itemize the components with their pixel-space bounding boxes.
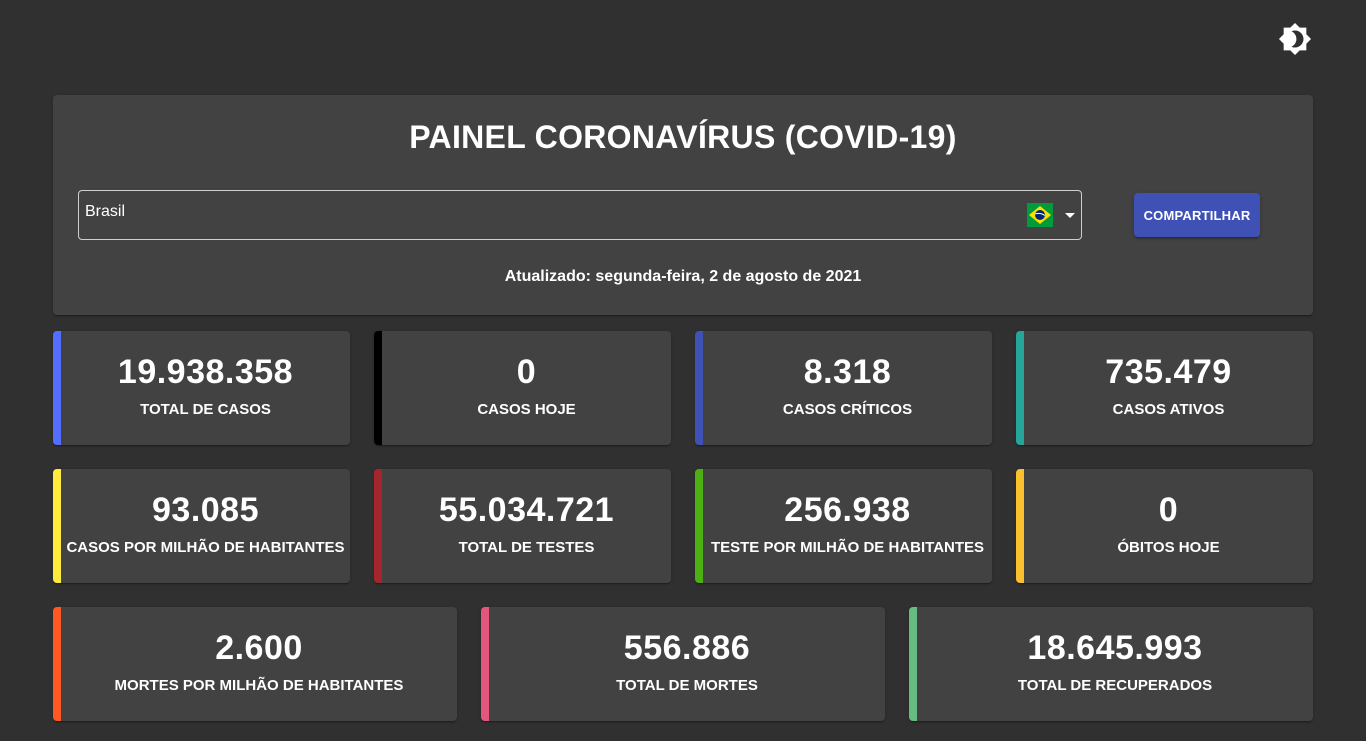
stat-value: 0 — [1158, 491, 1179, 529]
stat-card-deaths-per-million: 2.600 MORTES POR MILHÃO DE HABITANTES — [53, 607, 457, 721]
stat-card-total-deaths: 556.886 TOTAL DE MORTES — [481, 607, 885, 721]
stat-label: TOTAL DE RECUPERADOS — [1017, 677, 1213, 694]
stat-value: 556.886 — [623, 629, 751, 667]
stat-card-active-cases: 735.479 CASOS ATIVOS — [1016, 331, 1313, 445]
stat-accent-bar — [53, 469, 61, 583]
theme-toggle-button[interactable] — [1278, 22, 1312, 56]
stat-accent-bar — [374, 331, 382, 445]
share-button[interactable]: COMPARTILHAR — [1134, 193, 1260, 237]
stat-accent-bar — [53, 331, 61, 445]
stat-label: TOTAL DE TESTES — [458, 539, 595, 556]
stat-accent-bar — [1016, 469, 1024, 583]
stat-value: 8.318 — [803, 353, 892, 391]
stat-card-total-cases: 19.938.358 TOTAL DE CASOS — [53, 331, 350, 445]
stat-value: 55.034.721 — [438, 491, 615, 529]
chevron-down-icon[interactable] — [1063, 208, 1077, 222]
brazil-flag-icon — [1027, 203, 1053, 227]
updated-timestamp: Atualizado: segunda-feira, 2 de agosto d… — [504, 268, 862, 285]
stat-accent-bar — [374, 469, 382, 583]
stat-label: CASOS CRÍTICOS — [782, 401, 913, 418]
stat-card-deaths-today: 0 ÓBITOS HOJE — [1016, 469, 1313, 583]
stat-label: CASOS ATIVOS — [1112, 401, 1225, 418]
stat-label: TOTAL DE CASOS — [140, 401, 271, 418]
stat-accent-bar — [695, 331, 703, 445]
stat-label: CASOS POR MILHÃO DE HABITANTES — [66, 539, 345, 556]
stat-label: CASOS HOJE — [477, 401, 576, 418]
stat-value: 19.938.358 — [117, 353, 294, 391]
stat-value: 93.085 — [152, 491, 259, 529]
stat-label: MORTES POR MILHÃO DE HABITANTES — [114, 677, 404, 694]
stat-value: 2.600 — [215, 629, 303, 667]
stat-card-cases-per-million: 93.085 CASOS POR MILHÃO DE HABITANTES — [53, 469, 350, 583]
stat-label: TESTE POR MILHÃO DE HABITANTES — [710, 539, 985, 556]
stat-value: 256.938 — [784, 491, 911, 529]
stat-accent-bar — [1016, 331, 1024, 445]
stat-card-total-recovered: 18.645.993 TOTAL DE RECUPERADOS — [909, 607, 1313, 721]
stat-card-cases-today: 0 CASOS HOJE — [374, 331, 671, 445]
stat-label: ÓBITOS HOJE — [1117, 539, 1220, 556]
stat-accent-bar — [481, 607, 489, 721]
stat-label: TOTAL DE MORTES — [616, 677, 758, 694]
stat-value: 735.479 — [1105, 353, 1232, 391]
stat-accent-bar — [695, 469, 703, 583]
stat-value: 18.645.993 — [1027, 629, 1203, 667]
header-card: PAINEL CORONAVÍRUS (COVID-19) Brasil COM… — [53, 95, 1313, 315]
stat-card-critical-cases: 8.318 CASOS CRÍTICOS — [695, 331, 992, 445]
stat-accent-bar — [909, 607, 917, 721]
stat-value: 0 — [516, 353, 537, 391]
stat-card-tests-per-million: 256.938 TESTE POR MILHÃO DE HABITANTES — [695, 469, 992, 583]
brightness-icon — [1278, 22, 1312, 56]
stat-card-total-tests: 55.034.721 TOTAL DE TESTES — [374, 469, 671, 583]
page-title: PAINEL CORONAVÍRUS (COVID-19) — [409, 119, 957, 155]
country-select-value: Brasil — [85, 203, 126, 220]
country-select[interactable]: Brasil — [78, 190, 1082, 240]
stat-accent-bar — [53, 607, 61, 721]
